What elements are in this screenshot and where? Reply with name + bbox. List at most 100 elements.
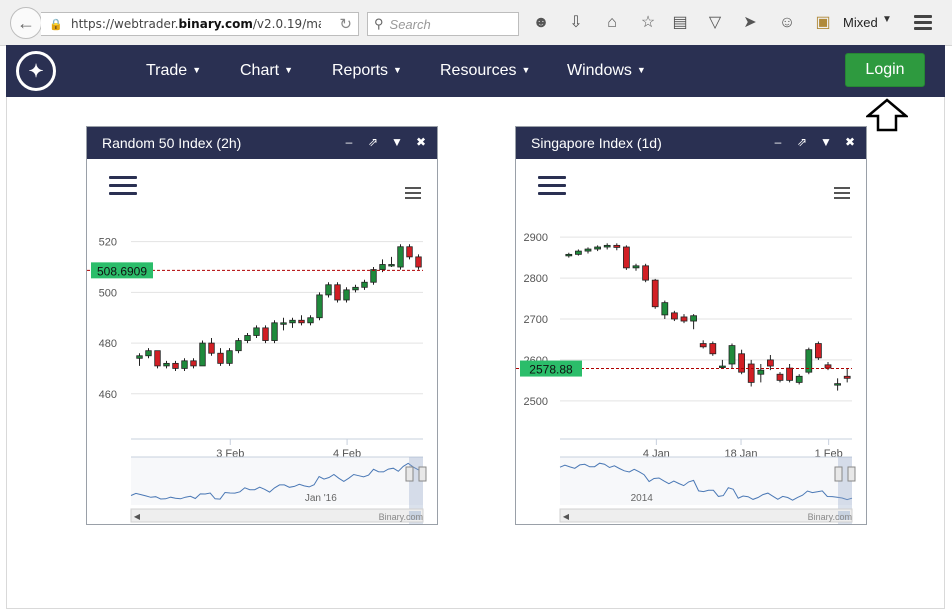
candle-body — [699, 343, 707, 348]
close-icon[interactable]: ✖ — [415, 135, 427, 149]
candle-body — [603, 244, 611, 248]
extension-icon[interactable]: ☻ — [532, 14, 550, 31]
close-icon[interactable]: ✖ — [844, 135, 856, 149]
scrollbar-thumb — [838, 511, 850, 520]
candle-body — [767, 359, 774, 367]
candle-body — [343, 289, 350, 301]
navigator-handle-left — [405, 466, 414, 482]
y-tick-label: 460 — [99, 389, 117, 401]
nav-resources[interactable]: Resources ▼ — [440, 62, 531, 79]
download-icon[interactable]: ⇩ — [569, 14, 583, 31]
candle-body — [738, 353, 745, 373]
window-titlebar[interactable]: Singapore Index (1d) – ⇗ ▼ ✖ — [516, 127, 866, 159]
candle-body — [316, 294, 323, 319]
back-icon[interactable]: ← — [10, 7, 42, 39]
candle-body — [370, 269, 377, 283]
nav-chart[interactable]: Chart ▼ — [240, 62, 294, 79]
candle-body — [334, 284, 341, 301]
candle-body — [163, 362, 170, 367]
chevron-down-icon[interactable]: ▼ — [820, 135, 832, 149]
chevron-down-icon[interactable]: ▼ — [882, 14, 892, 25]
scroll-left-icon: ◀ — [134, 512, 141, 521]
candle-body — [795, 375, 803, 383]
candle-body — [575, 250, 582, 255]
candle-body — [235, 340, 242, 352]
candle-body — [815, 343, 822, 359]
candle-body — [623, 246, 630, 269]
candle-body — [757, 369, 765, 375]
watermark: Binary.com — [807, 512, 852, 522]
chevron-down-icon: ▼ — [393, 65, 402, 75]
minimize-icon[interactable]: – — [345, 135, 353, 149]
minimize-icon[interactable]: – — [774, 135, 782, 149]
reload-icon[interactable]: ↻ — [339, 16, 352, 33]
chevron-down-icon: ▼ — [521, 65, 531, 75]
candle-body — [271, 322, 278, 341]
chart-window-singapore[interactable]: Singapore Index (1d) – ⇗ ▼ ✖ 25002600270… — [515, 126, 867, 525]
profile-label[interactable]: Mixed — [843, 15, 878, 30]
login-button[interactable]: Login — [845, 53, 925, 87]
navigator-series — [559, 462, 853, 501]
lock-icon: 🔒 — [49, 18, 63, 31]
candle-body — [172, 362, 179, 369]
search-input[interactable]: ⚲ Search — [367, 12, 519, 36]
chart-window-random50[interactable]: Random 50 Index (2h) – ⇗ ▼ ✖ 460 480 500 52… — [86, 126, 438, 525]
popout-icon[interactable]: ⇗ — [367, 135, 379, 149]
candle-body — [651, 279, 659, 308]
navigator-handle-right — [418, 466, 427, 482]
address-bar[interactable]: 🔒 https://webtrader.binary.com/v2.0.19/m… — [41, 12, 359, 36]
persona-icon[interactable]: ▣ — [815, 14, 831, 31]
nav-trade[interactable]: Trade ▼ — [146, 62, 202, 79]
candle-body — [565, 253, 573, 257]
bookmark-star-icon[interactable]: ☆ — [640, 14, 656, 31]
candle-body — [719, 365, 726, 368]
candle-body — [361, 281, 368, 288]
chevron-down-icon: ▼ — [284, 65, 294, 75]
pocket-icon[interactable]: ▽ — [708, 14, 722, 31]
window-titlebar[interactable]: Random 50 Index (2h) – ⇗ ▼ ✖ — [87, 127, 437, 159]
candle-body — [642, 265, 649, 281]
home-icon[interactable]: ⌂ — [607, 14, 617, 31]
top-navbar: ✦ Trade ▼ Chart ▼ Reports ▼ Resources ▼ Wind… — [6, 45, 945, 97]
candle-body — [397, 246, 404, 268]
navigator-label: 2014 — [631, 493, 654, 504]
export-menu-icon[interactable] — [405, 187, 421, 201]
navigator-handle-right — [847, 466, 856, 482]
scroll-left-icon: ◀ — [563, 512, 570, 521]
navigator-handle-left — [834, 466, 843, 482]
candle-body — [208, 342, 215, 354]
current-price-label: 2578.88 — [529, 363, 573, 377]
nav-windows[interactable]: Windows ▼ — [567, 62, 646, 79]
chart-menu-icon[interactable] — [109, 176, 137, 198]
candle-body — [253, 327, 260, 336]
page-frame — [6, 97, 945, 609]
candle-body — [199, 342, 206, 367]
reader-icon[interactable]: ▤ — [672, 14, 688, 31]
popout-icon[interactable]: ⇗ — [796, 135, 808, 149]
search-placeholder: Search — [389, 16, 431, 32]
candle-body — [824, 364, 832, 369]
current-price-marker — [91, 262, 153, 279]
candle-body — [190, 360, 197, 367]
y-tick-label: 520 — [99, 237, 117, 249]
current-price-marker — [520, 360, 582, 377]
chat-icon[interactable]: ☺ — [778, 14, 796, 31]
y-tick-label: 2700 — [524, 314, 548, 326]
send-icon[interactable]: ➤ — [743, 14, 757, 31]
browser-toolbar: ← 🔒 https://webtrader.binary.com/v2.0.19… — [0, 0, 952, 46]
browser-menu-icon[interactable] — [914, 15, 932, 31]
candle-body — [217, 352, 224, 364]
candle-body — [584, 248, 592, 252]
nav-reports[interactable]: Reports ▼ — [332, 62, 402, 79]
candle-body — [690, 315, 697, 322]
candle-body — [594, 246, 601, 250]
export-menu-icon[interactable] — [834, 187, 850, 201]
candle-body — [298, 319, 305, 324]
candle-body — [406, 246, 413, 258]
binary-logo-icon[interactable]: ✦ — [16, 51, 56, 91]
chevron-down-icon[interactable]: ▼ — [391, 135, 403, 149]
candle-body — [747, 363, 755, 383]
chart-menu-icon[interactable] — [538, 176, 566, 198]
